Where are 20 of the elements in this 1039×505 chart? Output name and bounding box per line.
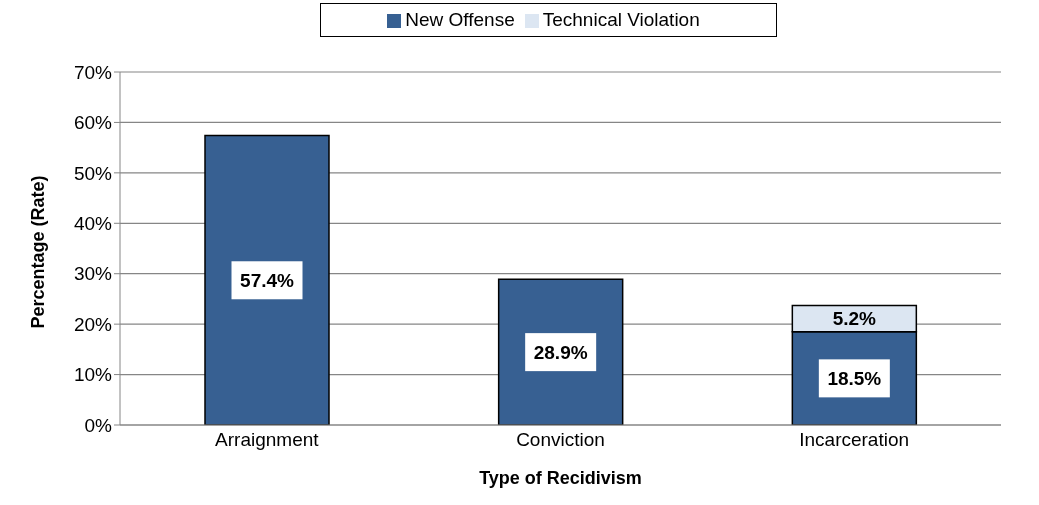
y-tick-label: 50%: [73, 162, 113, 184]
data-label: 5.2%: [832, 308, 877, 330]
x-tick-label: Arraignment: [215, 429, 320, 451]
legend-label: New Offense: [405, 9, 515, 30]
y-tick-label: 0%: [84, 414, 113, 436]
bar: [204, 134, 330, 425]
data-label: 28.9%: [533, 341, 588, 363]
x-tick-label: Incarceration: [799, 429, 910, 451]
y-axis-title: Percentage (Rate): [28, 175, 49, 329]
y-tick-label: 20%: [73, 313, 113, 335]
y-tick-label: 70%: [73, 61, 113, 83]
y-tick-label: 30%: [73, 263, 113, 285]
y-tick-label: 60%: [73, 112, 113, 134]
data-label: 57.4%: [240, 269, 295, 291]
data-label: 18.5%: [827, 367, 882, 389]
legend-label: Technical Violation: [542, 9, 700, 30]
y-tick-label: 40%: [73, 213, 113, 235]
x-axis-title: Type of Recidivism: [479, 467, 642, 488]
x-tick-label: Conviction: [516, 429, 605, 451]
y-tick-label: 10%: [73, 364, 113, 386]
